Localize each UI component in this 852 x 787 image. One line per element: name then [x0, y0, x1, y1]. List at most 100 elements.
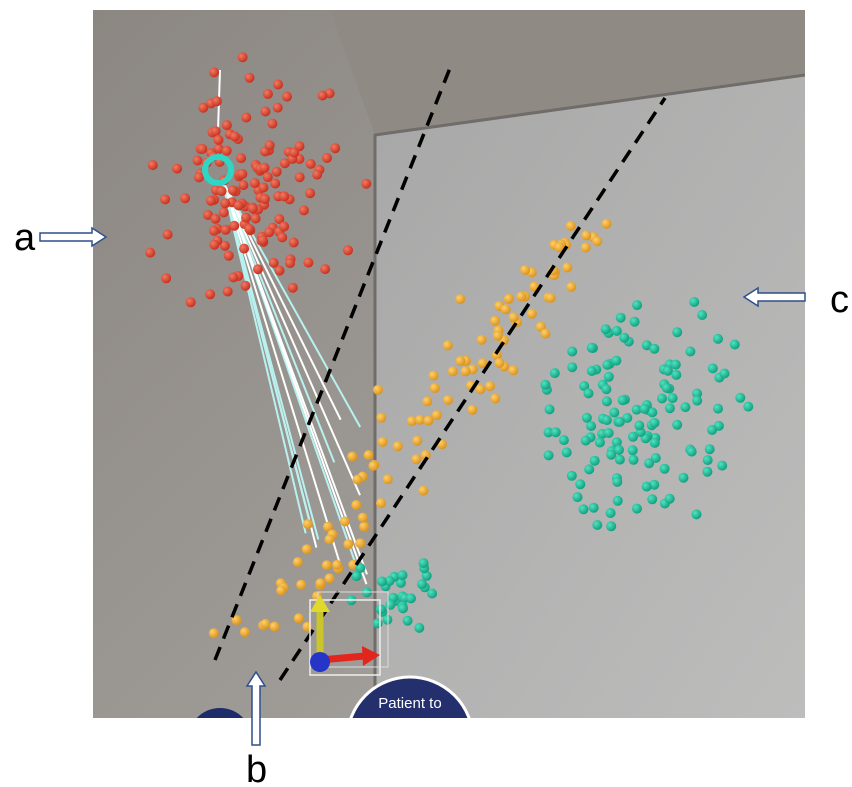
sphere — [606, 521, 616, 531]
sphere — [697, 310, 707, 320]
sphere — [567, 362, 577, 372]
sphere — [393, 441, 403, 451]
sphere — [279, 191, 289, 201]
sphere — [660, 464, 670, 474]
sphere — [680, 402, 690, 412]
menu-button[interactable] — [570, 718, 614, 762]
sphere — [581, 230, 591, 240]
menu-button[interactable] — [188, 708, 252, 772]
sphere — [373, 618, 383, 628]
ar-view: Patient to Patient — [93, 10, 805, 787]
sphere — [581, 436, 591, 446]
sphere — [424, 416, 434, 426]
sphere — [322, 153, 332, 163]
sphere — [241, 113, 251, 123]
sphere — [640, 404, 650, 414]
sphere — [237, 169, 247, 179]
sphere — [602, 219, 612, 229]
sphere — [205, 289, 215, 299]
sphere — [612, 477, 622, 487]
sphere — [289, 148, 299, 158]
sphere — [717, 461, 727, 471]
sphere — [209, 67, 219, 77]
sphere — [258, 235, 268, 245]
sphere — [455, 294, 465, 304]
sphere — [567, 471, 577, 481]
sphere — [587, 366, 597, 376]
sphere — [589, 503, 599, 513]
sphere — [180, 193, 190, 203]
sphere — [581, 243, 591, 253]
sphere — [432, 410, 442, 420]
sphere — [650, 438, 660, 448]
sphere — [587, 343, 597, 353]
sphere — [277, 232, 287, 242]
sphere — [209, 628, 219, 638]
sphere — [672, 420, 682, 430]
sphere — [540, 380, 550, 390]
sphere — [708, 363, 718, 373]
sphere — [559, 435, 569, 445]
button-text[interactable]: Patient to — [378, 695, 441, 712]
sphere — [248, 204, 258, 214]
label-a: a — [14, 217, 36, 259]
sphere — [368, 461, 378, 471]
sphere — [672, 327, 682, 337]
sphere — [315, 578, 325, 588]
patient-button[interactable]: Patient to Patient — [347, 677, 473, 787]
sphere — [359, 522, 369, 532]
sphere — [145, 248, 155, 258]
sphere — [230, 132, 240, 142]
sphere — [567, 347, 577, 357]
sphere — [630, 317, 640, 327]
sphere — [429, 371, 439, 381]
sphere — [604, 428, 614, 438]
sphere — [545, 404, 555, 414]
sphere — [689, 297, 699, 307]
sphere — [720, 369, 730, 379]
sphere — [575, 479, 585, 489]
sphere — [546, 293, 556, 303]
sphere — [197, 144, 207, 154]
sphere — [632, 300, 642, 310]
sphere — [412, 436, 422, 446]
sphere — [332, 560, 342, 570]
sphere — [193, 156, 203, 166]
sphere — [241, 281, 251, 291]
sphere — [601, 324, 611, 334]
sphere — [615, 455, 625, 465]
sphere — [422, 396, 432, 406]
sphere — [228, 185, 238, 195]
sphere — [527, 309, 537, 319]
sphere — [238, 180, 248, 190]
sphere — [494, 358, 504, 368]
sphere — [687, 447, 697, 457]
sphere — [430, 383, 440, 393]
button-text[interactable]: Patient — [387, 717, 435, 734]
sphere — [229, 221, 239, 231]
sphere — [493, 331, 503, 341]
sphere — [330, 143, 340, 153]
sphere — [211, 214, 221, 224]
sphere — [703, 455, 713, 465]
sphere — [573, 492, 583, 502]
button-circle[interactable] — [347, 677, 473, 787]
label-c: c — [830, 279, 849, 321]
sphere — [209, 226, 219, 236]
sphere — [377, 577, 387, 587]
sphere — [692, 509, 702, 519]
sphere — [259, 183, 269, 193]
sphere — [586, 421, 596, 431]
sphere — [668, 393, 678, 403]
sphere — [163, 230, 173, 240]
sphere — [302, 544, 312, 554]
sphere — [611, 356, 621, 366]
sphere — [212, 96, 222, 106]
sphere — [509, 312, 519, 322]
sphere — [214, 135, 224, 145]
sphere — [382, 615, 392, 625]
sphere — [665, 494, 675, 504]
sphere — [579, 504, 589, 514]
sphere — [264, 227, 274, 237]
sphere — [221, 225, 231, 235]
